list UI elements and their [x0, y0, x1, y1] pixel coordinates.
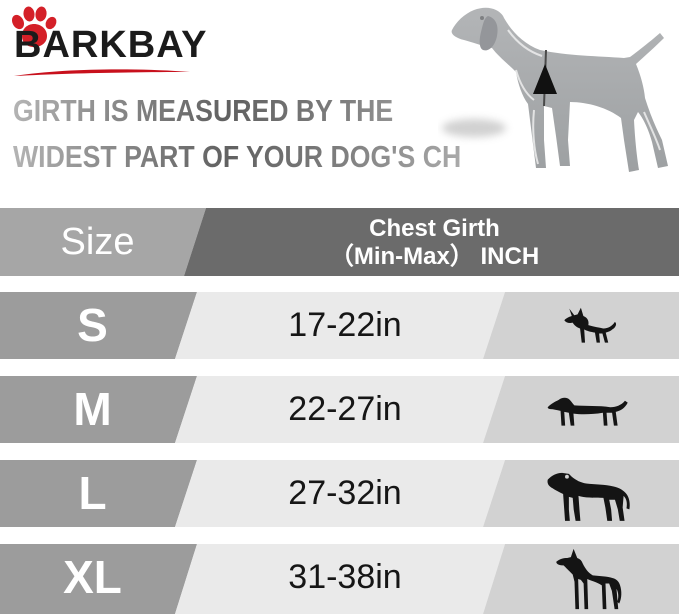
size-label: M: [73, 383, 112, 435]
header-size-label: Size: [60, 221, 135, 263]
header-size-cell: [0, 208, 206, 276]
measurement-note: GIRTH IS MEASURED BY THE WIDEST PART OF …: [13, 88, 533, 180]
dog-measurement-illustration: [442, 7, 668, 172]
girth-value: 17-22in: [288, 306, 402, 344]
table-row-s: S 17-22in: [0, 292, 679, 359]
girth-cell: [175, 376, 505, 443]
dog-ear: [479, 16, 498, 51]
header-girth-cell: [184, 208, 679, 276]
table-row-l: L 27-32in: [0, 460, 679, 527]
dog-eye: [480, 16, 484, 20]
chihuahua-icon: [564, 307, 617, 343]
paw-print-icon: [12, 6, 57, 47]
size-cell: [0, 544, 197, 614]
header-girth-label: Chest Girth （Min-Max） INCH: [190, 215, 679, 271]
header-girth-line2: （Min-Max） INCH: [329, 243, 540, 270]
shadow: [442, 119, 506, 137]
girth-value: 22-27in: [288, 390, 402, 428]
girth-cell: [175, 292, 505, 359]
size-cell: [0, 376, 197, 443]
size-cell: [0, 460, 197, 527]
girth-cell: [175, 460, 505, 527]
logo-underline-swoosh: [14, 69, 190, 76]
measurement-note-line2: WIDEST PART OF YOUR DOG'S CHEST.: [13, 134, 518, 180]
girth-value: 27-32in: [288, 474, 402, 512]
dog-highlights: [507, 29, 661, 165]
size-label: S: [77, 299, 108, 351]
dachshund-icon: [547, 397, 628, 426]
table-row-m: M 22-27in: [0, 376, 679, 443]
measurement-note-line1: GIRTH IS MEASURED BY THE: [13, 88, 460, 134]
table-header-row: Size Chest Girth （Min-Max） INCH: [0, 208, 679, 276]
mastiff-icon: [547, 472, 630, 521]
brand-logo: BARKBAY: [8, 4, 208, 82]
brand-name: BARKBAY: [14, 24, 208, 66]
table-row-xl: XL 31-38in: [0, 544, 679, 614]
header-girth-line1: Chest Girth: [369, 215, 500, 242]
dog-body: [451, 7, 668, 172]
size-label: L: [78, 467, 107, 519]
girth-cell: [175, 544, 505, 614]
girth-value: 31-38in: [288, 558, 402, 596]
girth-arrow: [533, 64, 557, 94]
size-label: XL: [63, 551, 122, 603]
great-dane-icon: [556, 548, 622, 610]
size-cell: [0, 292, 197, 359]
